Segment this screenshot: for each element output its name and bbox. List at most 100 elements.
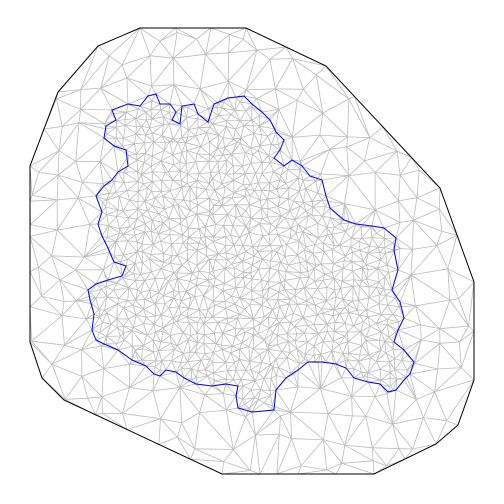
mesh-edge — [356, 300, 360, 311]
mesh-edge — [423, 417, 447, 422]
mesh-edge — [245, 369, 256, 382]
mesh-edge — [223, 449, 234, 462]
mesh-edge — [376, 281, 380, 288]
mesh-edge — [384, 340, 394, 350]
mesh-edge — [259, 218, 263, 224]
mesh-edge — [189, 322, 198, 334]
mesh-edge — [95, 288, 103, 299]
mesh-edge — [214, 300, 226, 306]
mesh-edge — [277, 333, 288, 336]
mesh-edge — [57, 174, 83, 183]
mesh-edge — [173, 297, 180, 307]
mesh-edge — [240, 137, 251, 149]
mesh-edge — [244, 286, 252, 292]
mesh-edge — [203, 322, 215, 334]
mesh-edge — [313, 353, 321, 356]
mesh-edge — [254, 190, 261, 201]
mesh-edge — [123, 254, 128, 260]
mesh-edge — [78, 109, 81, 123]
mesh-edge — [245, 152, 253, 155]
mesh-edge — [379, 294, 386, 296]
mesh-edge — [270, 366, 274, 379]
mesh-edge — [155, 350, 159, 361]
mesh-edge — [213, 370, 228, 374]
mesh-edge — [225, 252, 238, 257]
mesh-edge — [352, 301, 358, 311]
mesh-edge — [233, 192, 246, 197]
mesh-edge — [375, 393, 387, 397]
mesh-edge — [196, 285, 210, 287]
mesh-edge — [268, 227, 276, 235]
mesh-edge — [99, 161, 113, 181]
mesh-edge — [152, 198, 156, 207]
mesh-edge — [306, 301, 316, 306]
mesh-edge — [222, 290, 226, 302]
mesh-edge — [328, 200, 345, 204]
mesh-edge — [362, 264, 367, 269]
mesh-edge — [342, 299, 349, 305]
mesh-edge — [143, 345, 154, 353]
mesh-edge — [181, 422, 196, 449]
mesh-edge — [137, 208, 148, 211]
mesh-edge — [367, 316, 371, 327]
mesh-edge — [240, 133, 255, 139]
mesh-edge — [358, 300, 368, 311]
mesh-edge — [158, 213, 164, 223]
mesh-edge — [242, 152, 246, 167]
mesh-edge — [141, 250, 151, 255]
mesh-edge — [280, 411, 291, 417]
mesh-edge — [224, 277, 236, 284]
mesh-edge — [212, 290, 224, 302]
mesh-edge — [127, 103, 139, 110]
mesh-edge — [117, 171, 125, 183]
mesh-edge — [209, 198, 220, 202]
mesh-edge — [379, 368, 391, 373]
mesh-edge — [342, 279, 354, 282]
mesh-edge — [208, 108, 219, 117]
mesh-edge — [137, 280, 145, 290]
mesh-edge — [163, 222, 171, 230]
mesh-edge — [397, 248, 401, 271]
mesh-edge — [325, 195, 345, 204]
mesh-edge — [168, 297, 175, 309]
mesh-edge — [187, 135, 196, 138]
mesh-edge — [89, 292, 96, 299]
mesh-edge — [213, 200, 220, 206]
mesh-edge — [350, 226, 362, 239]
mesh-edge — [379, 383, 391, 387]
mesh-edge — [169, 141, 178, 143]
mesh-edge — [367, 372, 382, 381]
mesh-edge — [303, 201, 313, 203]
mesh-edge — [291, 137, 301, 162]
mesh-edge — [203, 323, 205, 335]
mesh-edge — [281, 351, 288, 358]
mesh-edge — [286, 357, 291, 374]
mesh-edge — [352, 249, 361, 253]
mesh-edge — [258, 362, 263, 374]
mesh-edge — [151, 219, 157, 230]
mesh-edge — [123, 125, 126, 139]
mesh-edge — [197, 277, 209, 281]
mesh-edge — [291, 159, 301, 170]
mesh-edge — [137, 191, 146, 202]
mesh-edge — [196, 146, 202, 154]
mesh-edge — [95, 412, 103, 416]
mesh-edge — [242, 399, 245, 405]
mesh-edge — [152, 213, 160, 221]
mesh-edge — [215, 332, 224, 344]
mesh-edge — [392, 314, 405, 319]
mesh-edge — [195, 351, 205, 355]
mesh-edge — [159, 360, 163, 371]
mesh-edge — [209, 270, 214, 274]
mesh-edge — [198, 237, 202, 244]
mesh-edge — [241, 318, 254, 329]
mesh-edge — [275, 131, 293, 138]
mesh-edge — [225, 379, 234, 385]
mesh-edge — [121, 64, 128, 79]
mesh-edge — [198, 228, 202, 239]
mesh-edge — [235, 125, 244, 130]
mesh-edge — [299, 188, 306, 192]
mesh-edge — [342, 261, 353, 269]
mesh-edge — [239, 110, 247, 122]
mesh-edge — [140, 162, 145, 175]
